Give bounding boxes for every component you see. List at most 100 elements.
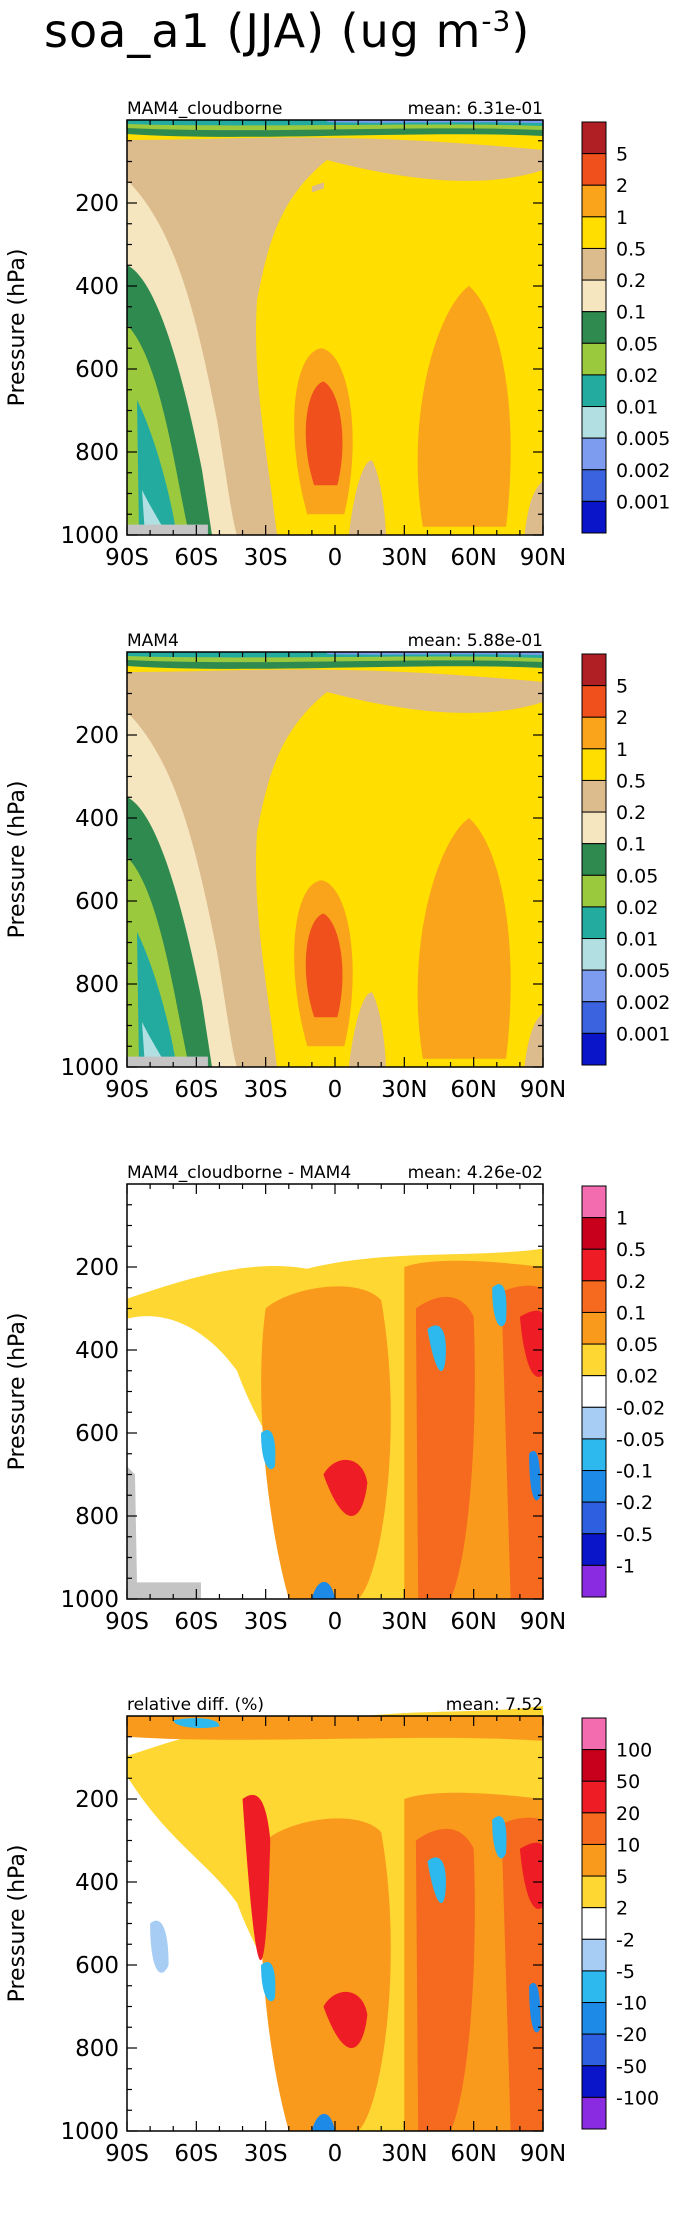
colorbar-label: 0.1 — [616, 302, 646, 324]
colorbar-label: -20 — [616, 2024, 647, 2046]
colorbar-label: 0.02 — [616, 897, 658, 919]
contour-region — [417, 818, 511, 1059]
y-tick-label: 200 — [75, 1255, 119, 1281]
x-tick-label: 30S — [244, 1609, 288, 1635]
x-tick-label: 90N — [520, 545, 566, 571]
colorbar-box — [581, 1438, 607, 1472]
colorbar-box — [581, 1717, 607, 1751]
colorbar-label: 0.02 — [616, 365, 658, 387]
panel-mam4: MAM4 mean: 5.88e-01 Pressure (hPa) 200 400 60… — [5, 632, 670, 1103]
colorbar-box — [581, 1032, 607, 1066]
x-tick-label: 0 — [328, 1609, 343, 1635]
y-axis-label: Pressure (hPa) — [5, 781, 30, 939]
y-tick-label: 200 — [75, 723, 119, 749]
y-tick-label: 800 — [75, 972, 119, 998]
contour-region — [127, 137, 543, 535]
colorbar-label: 2 — [616, 175, 628, 197]
colorbar-label: 0.001 — [616, 491, 670, 513]
contour-region — [142, 1022, 167, 1067]
colorbar-box — [581, 437, 607, 471]
colorbar-box — [581, 1875, 607, 1909]
colorbar-box — [581, 969, 607, 1003]
colorbar-box — [581, 2033, 607, 2067]
contour-region — [127, 669, 543, 1067]
colorbar-box — [581, 811, 607, 845]
colorbar-box — [581, 938, 607, 971]
x-tick-label: 30S — [244, 2141, 288, 2167]
contour-region — [142, 490, 167, 535]
colorbar-box — [581, 216, 607, 249]
colorbar-box — [581, 874, 607, 908]
contour-region — [127, 1716, 543, 1741]
contour-region — [305, 381, 343, 486]
mean-label: mean: 7.52 — [446, 1696, 543, 1715]
x-tick-label: 90N — [520, 2141, 566, 2167]
contour-field — [127, 1184, 543, 1599]
x-tick-label: 30S — [244, 545, 288, 571]
colorbar-box — [581, 469, 607, 502]
contour-region — [524, 1013, 543, 1067]
panel-cloudborne: MAM4_cloudborne mean: 6.31e-01 Pressure (h… — [5, 100, 670, 571]
colorbar-box — [581, 1406, 607, 1440]
y-tick-label: 800 — [75, 2036, 119, 2062]
colorbar-box — [581, 279, 607, 313]
colorbar-label: -0.5 — [616, 1524, 653, 1546]
colorbar-label: 0.001 — [616, 1023, 670, 1045]
x-tick-label: 30S — [244, 1077, 288, 1103]
colorbar-box — [581, 843, 607, 876]
colorbar-box — [581, 1343, 607, 1377]
colorbar-label: 50 — [616, 1771, 640, 1793]
x-tick-label: 60N — [450, 2141, 496, 2167]
contour-region — [348, 992, 386, 1067]
colorbar-label: 2 — [616, 707, 628, 729]
colorbar-label: 5 — [616, 676, 628, 698]
contour-region — [311, 182, 324, 193]
contour-region — [492, 1284, 507, 1327]
contour-region — [261, 1962, 276, 2002]
colorbar-box — [581, 1812, 607, 1845]
mean-label: mean: 5.88e-01 — [408, 632, 543, 651]
colorbar-label: 0.5 — [616, 1239, 646, 1261]
x-tick-label: 60S — [174, 1077, 218, 1103]
contour-region — [415, 1296, 475, 1599]
y-tick-label: 200 — [75, 1787, 119, 1813]
colorbar-box — [581, 1533, 607, 1566]
contour-region — [242, 1794, 271, 1961]
y-tick-label: 200 — [75, 191, 119, 217]
colorbar-label: -0.2 — [616, 1492, 653, 1514]
y-tick-label: 400 — [75, 274, 119, 300]
contour-region — [150, 1920, 169, 1973]
y-tick-label: 600 — [75, 357, 119, 383]
y-tick-label: 400 — [75, 806, 119, 832]
colorbar-label: 0.01 — [616, 929, 658, 951]
contour-region — [492, 1816, 507, 1859]
colorbar-label: 0.02 — [616, 1366, 658, 1388]
y-tick-label: 400 — [75, 1870, 119, 1896]
colorbar-box — [581, 247, 607, 281]
colorbar-label: 0.1 — [616, 834, 646, 856]
colorbar-label: 0.5 — [616, 770, 646, 792]
colorbar-label: 5 — [616, 144, 628, 166]
colorbar-box — [581, 406, 607, 439]
contour-region — [519, 1310, 543, 1377]
colorbar-box — [581, 1501, 607, 1535]
colorbar-label: 0.05 — [616, 865, 658, 887]
colorbar-box — [581, 1970, 607, 2004]
y-tick-label: 600 — [75, 889, 119, 915]
contour-region — [415, 1828, 475, 2131]
x-tick-label: 90N — [520, 1077, 566, 1103]
y-tick-label: 800 — [75, 440, 119, 466]
colorbar-label: 0.2 — [616, 802, 646, 824]
colorbar-label: 1 — [616, 1208, 628, 1230]
colorbar-box — [581, 374, 607, 408]
y-axis-label: Pressure (hPa) — [5, 1313, 30, 1471]
y-tick-label: 400 — [75, 1338, 119, 1364]
colorbar-box — [581, 1001, 607, 1034]
y-axis-label: Pressure (hPa) — [5, 1845, 30, 2003]
mean-label: mean: 4.26e-02 — [408, 1164, 543, 1183]
colorbar-label: -0.02 — [616, 1397, 665, 1419]
contour-region — [323, 1991, 368, 2048]
y-tick-label: 600 — [75, 1953, 119, 1979]
colorbar-label: -0.1 — [616, 1461, 653, 1483]
x-tick-label: 90S — [105, 1609, 149, 1635]
